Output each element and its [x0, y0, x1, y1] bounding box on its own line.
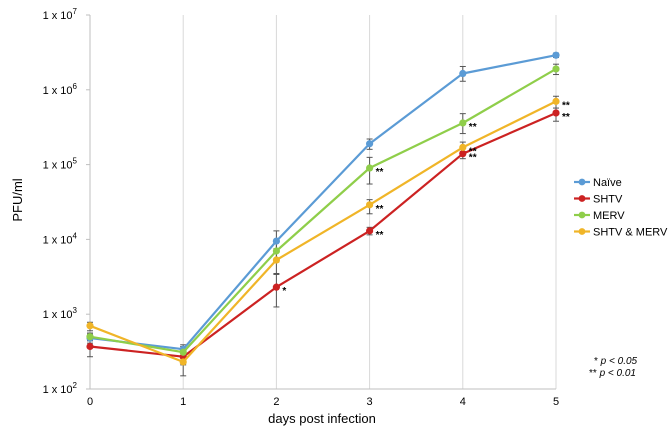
legend-marker — [578, 228, 586, 235]
legend: Naïve SHTV MERV SHTV & MERV — [574, 177, 668, 239]
data-point-merv — [86, 333, 94, 341]
y-axis-title: PFU/ml — [10, 178, 25, 221]
legend-label: SHTV — [593, 194, 623, 206]
data-point-merv — [272, 247, 280, 255]
data-point-merv — [366, 164, 374, 172]
x-tick-label: 1 — [180, 396, 186, 408]
series-lines — [86, 51, 560, 366]
data-point-shtv-merv — [366, 201, 374, 209]
significance-marker: ** — [469, 153, 477, 164]
legend-label: MERV — [593, 210, 625, 222]
data-point-shtv-merv — [86, 322, 94, 330]
data-point-merv — [179, 348, 187, 356]
legend-marker — [578, 178, 586, 186]
data-point-shtv — [272, 283, 280, 291]
significance-marker: ** — [376, 204, 384, 215]
legend-marker — [578, 195, 586, 202]
data-point-na-ve — [366, 140, 374, 148]
x-tick-label: 5 — [553, 396, 559, 408]
x-tick-label: 2 — [273, 396, 279, 408]
significance-marker: ** — [469, 146, 477, 157]
axes: 0 1 2 3 4 5 1 x 102 1 x 103 1 x 104 1 x 105 1 x 10… — [43, 7, 559, 408]
error-bars — [87, 52, 559, 377]
data-point-na-ve — [552, 51, 560, 59]
significance-marker: ** — [562, 112, 570, 123]
significance-footnote: * p < 0.05** p < 0.01 — [589, 356, 638, 379]
data-point-merv — [459, 119, 467, 127]
x-tick-label: 3 — [367, 396, 373, 408]
data-point-merv — [552, 65, 560, 73]
data-point-na-ve — [459, 69, 467, 78]
y-tick-label: 1 x 105 — [43, 157, 78, 172]
significance-marker: ** — [562, 100, 570, 111]
data-point-shtv-merv — [179, 358, 187, 366]
series-line-na-ve — [89, 54, 557, 351]
data-point-shtv-merv — [552, 97, 560, 105]
data-point-shtv-merv — [272, 256, 280, 264]
data-point-shtv — [459, 150, 467, 158]
x-axis-title: days post infection — [268, 411, 376, 426]
y-tick-label: 1 x 103 — [43, 306, 78, 321]
significance-markers: ***************** — [282, 100, 569, 297]
data-point-shtv-merv — [459, 143, 467, 151]
footnote-line: * p < 0.05 — [594, 356, 638, 367]
significance-marker: ** — [376, 230, 384, 241]
x-tick-label: 0 — [87, 396, 93, 408]
data-point-shtv — [366, 227, 374, 235]
significance-marker: * — [282, 286, 286, 297]
series-line-shtv-merv — [89, 100, 557, 363]
y-tick-label: 1 x 106 — [43, 82, 78, 97]
data-point-na-ve — [272, 237, 280, 245]
series-line-merv — [89, 67, 557, 354]
y-tick-label: 1 x 107 — [43, 7, 78, 22]
legend-label: SHTV & MERV — [593, 227, 668, 239]
data-point-shtv — [86, 342, 94, 351]
footnote-line: ** p < 0.01 — [589, 368, 636, 379]
x-tick-label: 4 — [460, 396, 466, 408]
legend-label: Naïve — [593, 177, 622, 189]
data-point-shtv — [552, 109, 560, 117]
series-line-shtv — [89, 111, 557, 358]
y-tick-label: 1 x 104 — [43, 231, 78, 246]
significance-marker: ** — [469, 122, 477, 133]
y-tick-label: 1 x 102 — [43, 381, 78, 396]
legend-marker — [578, 211, 586, 219]
significance-marker: ** — [376, 167, 384, 178]
